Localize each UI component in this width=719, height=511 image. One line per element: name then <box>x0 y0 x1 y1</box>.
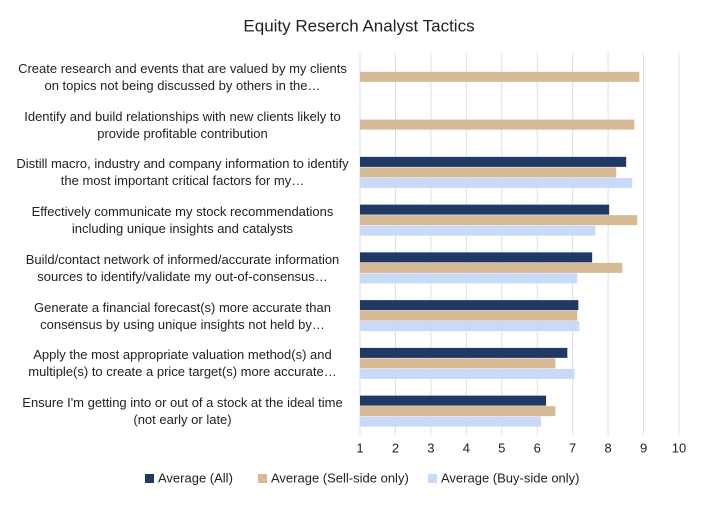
bar <box>360 215 638 226</box>
x-tick-label: 9 <box>640 440 647 455</box>
bar <box>360 416 542 427</box>
x-tick-label: 4 <box>463 440 470 455</box>
bar <box>360 406 556 417</box>
y-tick-label: Distill macro, industry and company info… <box>16 156 349 189</box>
legend-swatch <box>258 474 267 483</box>
bar <box>360 119 635 130</box>
chart-title: Equity Reserch Analyst Tactics <box>243 16 474 35</box>
bar <box>360 358 556 369</box>
bar <box>360 156 627 167</box>
bar <box>360 310 578 321</box>
x-tick-label: 8 <box>604 440 611 455</box>
bar <box>360 273 578 284</box>
x-tick-label: 2 <box>392 440 399 455</box>
y-tick-label: Ensure I'm getting into or out of a stoc… <box>22 395 343 428</box>
y-tick-label: Effectively communicate my stock recomme… <box>31 204 334 237</box>
bar <box>360 262 623 273</box>
bar <box>360 252 593 263</box>
x-tick-label: 7 <box>569 440 576 455</box>
bar <box>360 321 580 332</box>
bar <box>360 347 568 358</box>
y-tick-label: Create research and events that are valu… <box>18 60 347 93</box>
y-tick-label: Build/contact network of informed/accura… <box>25 251 340 284</box>
legend-swatch <box>145 474 154 483</box>
bar <box>360 225 596 236</box>
x-tick-label: 5 <box>498 440 505 455</box>
bar <box>360 177 633 188</box>
x-tick-label: 3 <box>427 440 434 455</box>
legend-label: Average (Buy-side only) <box>441 470 580 485</box>
y-tick-label: Apply the most appropriate valuation met… <box>28 347 337 380</box>
bar <box>360 167 617 178</box>
y-tick-label: Generate a financial forecast(s) more ac… <box>34 299 331 332</box>
bar <box>360 71 640 82</box>
y-tick-label: Identify and build relationships with ne… <box>24 108 341 141</box>
legend-label: Average (Sell-side only) <box>271 470 409 485</box>
x-tick-label: 10 <box>672 440 686 455</box>
legend-swatch <box>428 474 437 483</box>
x-tick-label: 6 <box>534 440 541 455</box>
bar <box>360 204 610 215</box>
legend-label: Average (All) <box>158 470 233 485</box>
bar <box>360 395 547 406</box>
x-tick-label: 1 <box>356 440 363 455</box>
bar <box>360 368 575 379</box>
bar <box>360 300 579 311</box>
